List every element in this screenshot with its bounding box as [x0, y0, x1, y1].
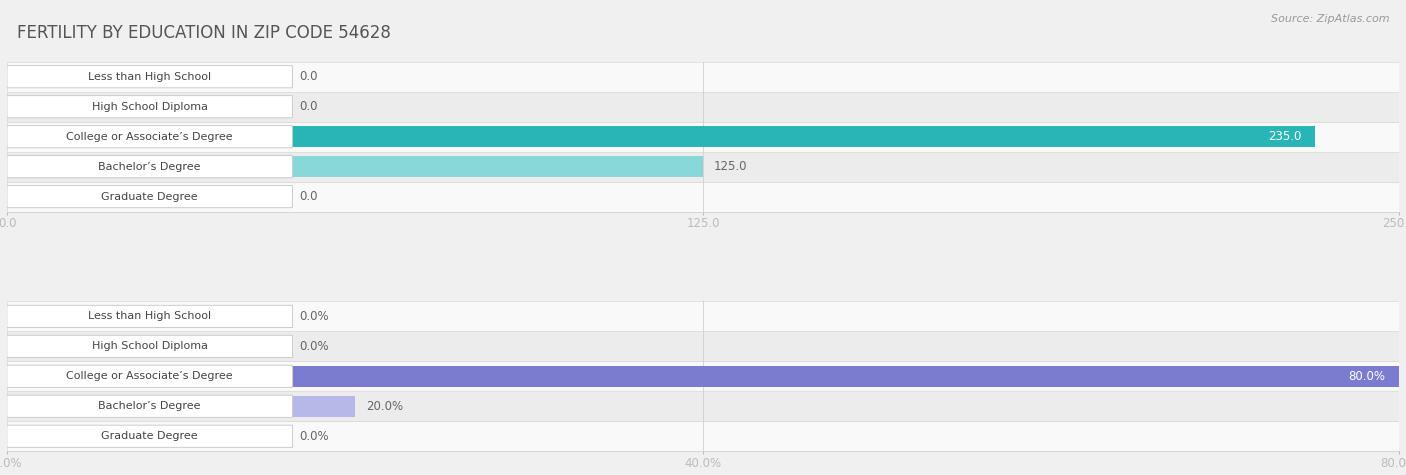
Text: Bachelor’s Degree: Bachelor’s Degree	[98, 162, 201, 171]
Bar	[7, 391, 1399, 421]
Bar	[7, 152, 1399, 181]
Text: High School Diploma: High School Diploma	[91, 102, 208, 112]
Text: High School Diploma: High School Diploma	[91, 342, 208, 352]
Text: 0.0%: 0.0%	[299, 430, 329, 443]
FancyBboxPatch shape	[7, 125, 292, 148]
Text: College or Associate’s Degree: College or Associate’s Degree	[66, 371, 233, 381]
Bar	[7, 181, 1399, 211]
Text: 0.0: 0.0	[299, 100, 318, 113]
Bar	[7, 156, 703, 177]
Text: 235.0: 235.0	[1268, 130, 1302, 143]
Bar	[7, 302, 1399, 332]
Bar	[7, 366, 1399, 387]
Text: Less than High School: Less than High School	[89, 72, 211, 82]
Text: Bachelor’s Degree: Bachelor’s Degree	[98, 401, 201, 411]
Text: Graduate Degree: Graduate Degree	[101, 191, 198, 201]
Text: 0.0: 0.0	[299, 70, 318, 83]
Bar	[7, 421, 1399, 451]
FancyBboxPatch shape	[7, 66, 292, 88]
FancyBboxPatch shape	[7, 335, 292, 358]
Text: 20.0%: 20.0%	[366, 400, 404, 413]
Text: FERTILITY BY EDUCATION IN ZIP CODE 54628: FERTILITY BY EDUCATION IN ZIP CODE 54628	[17, 24, 391, 42]
FancyBboxPatch shape	[7, 425, 292, 447]
Text: 125.0: 125.0	[714, 160, 748, 173]
Bar	[7, 62, 1399, 92]
FancyBboxPatch shape	[7, 95, 292, 118]
Bar	[7, 126, 1316, 147]
Text: 0.0%: 0.0%	[299, 310, 329, 323]
Text: Graduate Degree: Graduate Degree	[101, 431, 198, 441]
FancyBboxPatch shape	[7, 365, 292, 388]
Bar	[7, 92, 1399, 122]
FancyBboxPatch shape	[7, 305, 292, 327]
Text: 80.0%: 80.0%	[1348, 370, 1385, 383]
Bar	[7, 332, 1399, 361]
FancyBboxPatch shape	[7, 155, 292, 178]
Text: Source: ZipAtlas.com: Source: ZipAtlas.com	[1271, 14, 1389, 24]
Text: 0.0%: 0.0%	[299, 340, 329, 353]
FancyBboxPatch shape	[7, 186, 292, 208]
Text: 0.0: 0.0	[299, 190, 318, 203]
Bar	[7, 361, 1399, 391]
Bar	[7, 396, 354, 417]
FancyBboxPatch shape	[7, 395, 292, 418]
Text: Less than High School: Less than High School	[89, 312, 211, 322]
Text: College or Associate’s Degree: College or Associate’s Degree	[66, 132, 233, 142]
Bar	[7, 122, 1399, 152]
